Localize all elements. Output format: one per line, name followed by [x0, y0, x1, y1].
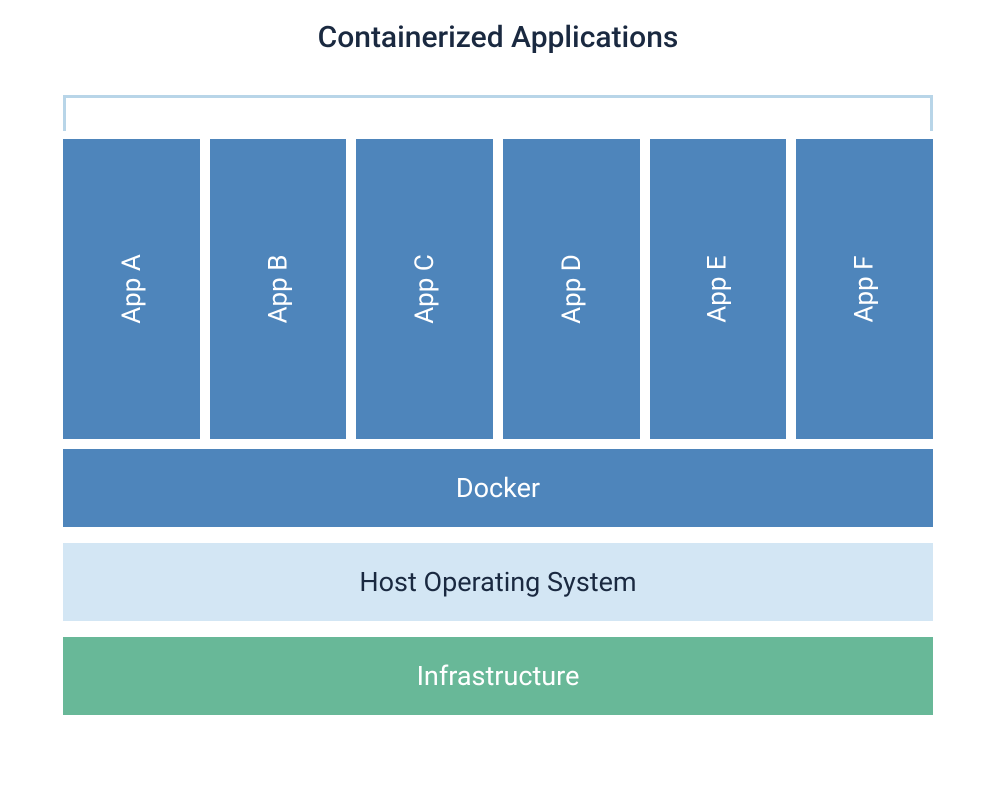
- app-label: App C: [410, 254, 440, 324]
- layer-box: Docker: [63, 449, 933, 527]
- grouping-bracket: [63, 95, 933, 131]
- app-box: App D: [503, 139, 640, 439]
- layer-box: Host Operating System: [63, 543, 933, 621]
- app-label: App B: [263, 255, 293, 324]
- layer-box: Infrastructure: [63, 637, 933, 715]
- app-label: App D: [556, 254, 586, 324]
- app-label: App A: [116, 254, 146, 324]
- diagram-title: Containerized Applications: [318, 20, 679, 55]
- app-label: App F: [850, 256, 880, 323]
- layers-holder: Docker Host Operating System Infrastructur…: [63, 449, 933, 731]
- app-box: App F: [796, 139, 933, 439]
- app-box: App C: [356, 139, 493, 439]
- diagram-container: Containerized Applications App AApp BApp…: [0, 20, 996, 731]
- apps-row: App A App B App C App D App E App F: [63, 139, 933, 439]
- app-box: App A: [63, 139, 200, 439]
- app-box: App B: [210, 139, 347, 439]
- app-box: App E: [650, 139, 787, 439]
- app-label: App E: [703, 255, 733, 322]
